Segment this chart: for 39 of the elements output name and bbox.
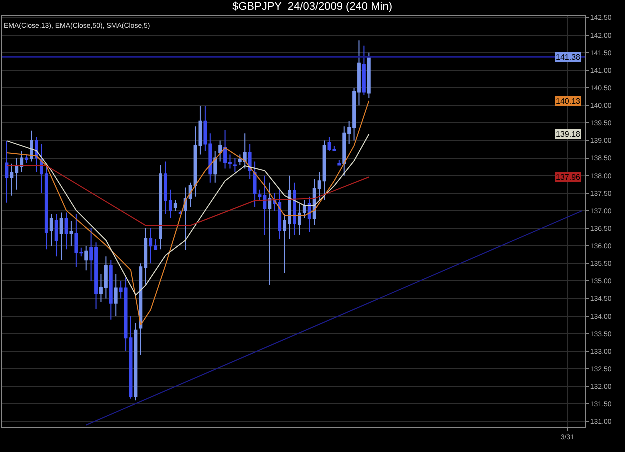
candlestick [54, 214, 58, 258]
candlestick [367, 52, 371, 100]
candlestick [70, 221, 74, 247]
annotation: 140.13 [556, 97, 582, 106]
candlestick [293, 182, 296, 236]
candlestick [114, 274, 118, 317]
line-series [6, 166, 370, 226]
candlestick [184, 187, 188, 251]
candlestick [134, 322, 138, 402]
candlestick [302, 200, 306, 218]
candlestick [308, 196, 312, 233]
line-series [6, 100, 370, 326]
candlestick [253, 161, 257, 208]
candlestick [84, 246, 88, 272]
candlestick [233, 158, 237, 173]
candlestick [263, 175, 267, 236]
annotation: 139.18 [556, 130, 582, 139]
candlestick [268, 182, 272, 286]
candlestick [25, 154, 29, 164]
annotation: 137.96 [556, 173, 582, 182]
candlestick [258, 189, 262, 201]
candlestick [214, 150, 218, 184]
candlestick [50, 214, 54, 247]
candlestick [338, 160, 342, 166]
candlestick [60, 212, 64, 261]
candlestick [30, 130, 34, 162]
annotation: 141.38 [556, 53, 582, 62]
candlestick [298, 203, 302, 236]
candlestick [109, 260, 113, 320]
candlestick [159, 164, 162, 250]
candlestick [174, 200, 178, 212]
candlestick [362, 45, 366, 96]
line-series [6, 134, 370, 296]
candlestick [198, 106, 202, 156]
candlestick [218, 140, 222, 162]
candlestick [248, 144, 252, 180]
candlestick [5, 140, 9, 204]
chart-title: $GBPJPY 24/03/2009 (240 Min) [232, 0, 393, 13]
candlestick [64, 212, 68, 250]
